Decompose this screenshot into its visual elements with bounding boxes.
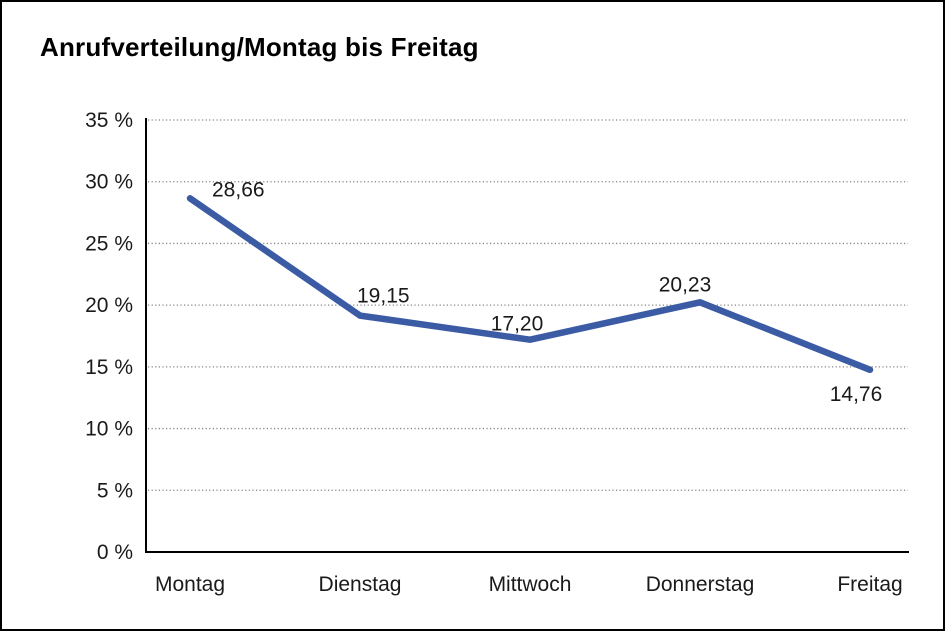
y-tick-label: 15 % — [85, 356, 133, 379]
x-category-label: Montag — [155, 573, 225, 596]
data-value-label: 17,20 — [491, 313, 544, 336]
y-tick-label: 25 % — [85, 232, 133, 255]
y-tick-label: 5 % — [97, 479, 133, 502]
y-tick-label: 20 % — [85, 294, 133, 317]
y-tick-label: 35 % — [85, 109, 133, 132]
x-category-label: Freitag — [837, 573, 902, 596]
x-category-label: Donnerstag — [646, 573, 755, 596]
data-value-label: 28,66 — [212, 178, 265, 201]
y-tick-label: 10 % — [85, 418, 133, 441]
y-tick-label: 0 % — [97, 541, 133, 564]
data-line — [186, 195, 874, 374]
data-value-label: 19,15 — [357, 285, 410, 308]
chart-title: Anrufverteilung/Montag bis Freitag — [40, 32, 479, 62]
data-value-label: 14,76 — [830, 383, 883, 406]
x-category-label: Mittwoch — [489, 573, 572, 596]
data-value-label: 20,23 — [659, 273, 712, 296]
y-tick-label: 30 % — [85, 171, 133, 194]
x-category-label: Dienstag — [319, 573, 402, 596]
